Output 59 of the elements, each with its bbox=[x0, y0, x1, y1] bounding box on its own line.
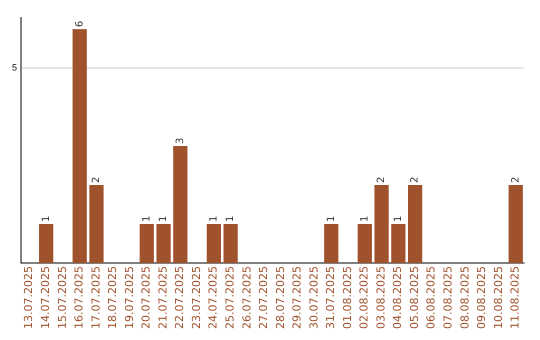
bar bbox=[140, 224, 154, 264]
x-tick-label: 18.07.2025 bbox=[106, 266, 120, 330]
x-tick-label: 01.08.2025 bbox=[340, 266, 354, 330]
x-tick-label: 02.08.2025 bbox=[358, 266, 371, 330]
bar bbox=[324, 224, 338, 264]
data-label: 1 bbox=[208, 216, 220, 222]
x-tick-label: 14.07.2025 bbox=[39, 266, 52, 330]
x-tick-label: 28.07.2025 bbox=[274, 266, 287, 330]
data-label: 1 bbox=[40, 216, 52, 222]
x-tick-label: 08.08.2025 bbox=[458, 266, 472, 330]
x-tick-label: 22.07.2025 bbox=[173, 266, 186, 330]
x-tick-label: 04.08.2025 bbox=[391, 266, 404, 330]
data-label: 1 bbox=[141, 216, 152, 222]
y-tick-label: 5 bbox=[12, 62, 18, 73]
bar bbox=[358, 224, 372, 264]
x-tick-label: 30.07.2025 bbox=[307, 266, 320, 330]
x-tick-label: 26.07.2025 bbox=[240, 266, 254, 330]
x-tick-label: 07.08.2025 bbox=[442, 266, 455, 330]
bar bbox=[72, 29, 87, 264]
data-label: 1 bbox=[359, 216, 370, 222]
x-tick-label: 20.07.2025 bbox=[140, 266, 153, 330]
x-tick-label: 25.07.2025 bbox=[223, 266, 236, 330]
bar bbox=[391, 224, 406, 264]
x-tick-label: 31.07.2025 bbox=[324, 266, 338, 330]
data-label: 1 bbox=[326, 216, 337, 222]
data-label: 2 bbox=[510, 176, 522, 184]
data-label: 2 bbox=[410, 176, 421, 184]
bar bbox=[408, 185, 422, 264]
x-tick-label: 19.07.2025 bbox=[122, 266, 136, 330]
x-tick-label: 06.08.2025 bbox=[424, 266, 438, 330]
bar bbox=[89, 185, 104, 264]
x-tick-label: 17.07.2025 bbox=[89, 266, 102, 330]
bar bbox=[374, 185, 389, 264]
bar bbox=[206, 224, 221, 264]
x-tick-label: 29.07.2025 bbox=[290, 266, 304, 330]
data-label: 1 bbox=[225, 216, 236, 222]
x-tick-label: 15.07.2025 bbox=[56, 266, 69, 330]
x-tick-label: 13.07.2025 bbox=[22, 266, 36, 330]
data-label: 3 bbox=[174, 138, 186, 144]
bar bbox=[224, 224, 238, 264]
data-label: 1 bbox=[392, 216, 404, 222]
x-tick-label: 11.08.2025 bbox=[508, 266, 522, 330]
x-tick-label: 10.08.2025 bbox=[492, 266, 505, 330]
x-tick-label: 21.07.2025 bbox=[156, 266, 170, 330]
x-tick-label: 05.08.2025 bbox=[408, 266, 421, 330]
x-tick-label: 16.07.2025 bbox=[72, 266, 86, 330]
data-label: 2 bbox=[91, 176, 102, 184]
x-tick-label: 24.07.2025 bbox=[206, 266, 220, 330]
data-label: 2 bbox=[376, 176, 388, 184]
x-tick-label: 03.08.2025 bbox=[374, 266, 388, 330]
bar bbox=[156, 224, 171, 264]
bar bbox=[39, 224, 54, 264]
bar bbox=[508, 185, 523, 264]
data-label: 1 bbox=[158, 216, 170, 222]
x-tick-label: 09.08.2025 bbox=[475, 266, 488, 330]
bar bbox=[173, 146, 188, 264]
data-label: 6 bbox=[74, 20, 86, 28]
x-tick-label: 23.07.2025 bbox=[190, 266, 203, 330]
x-tick-label: 27.07.2025 bbox=[257, 266, 270, 330]
